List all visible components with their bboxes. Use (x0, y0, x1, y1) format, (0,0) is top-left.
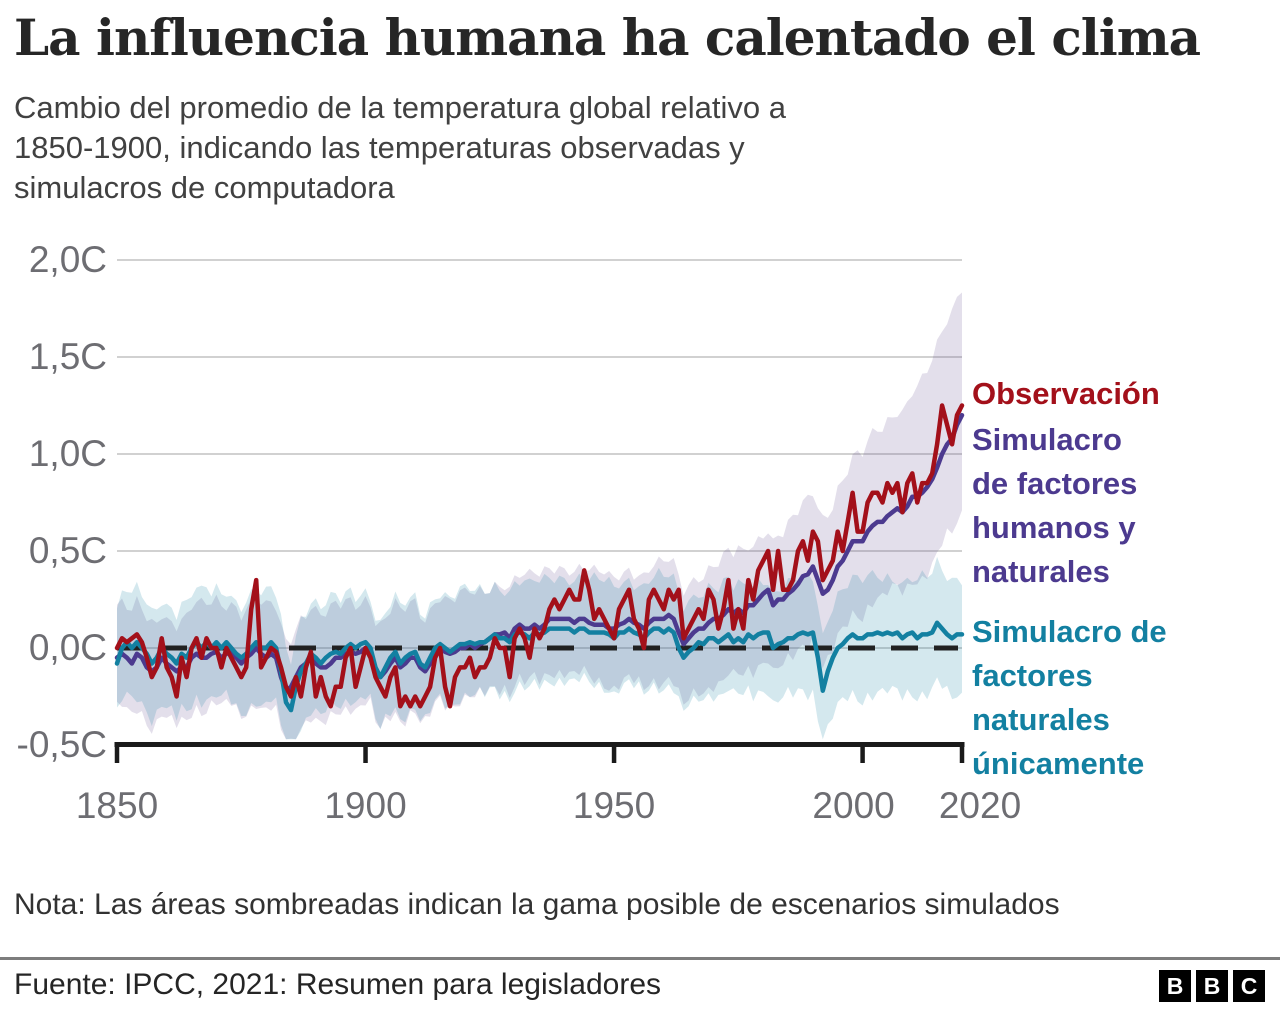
bbc-logo-block: B (1159, 970, 1191, 1002)
legend-label-line: de factores (972, 466, 1138, 501)
bbc-logo-block: B (1196, 970, 1228, 1002)
legend-label-line: Observación (972, 376, 1160, 411)
legend-label-line: únicamente (972, 746, 1145, 781)
legend-label-line: Simulacro (972, 422, 1122, 457)
chart-subtitle-line: 1850-1900, indicando las temperaturas ob… (14, 130, 745, 165)
uncertainty-band (117, 556, 962, 740)
chart-subtitle: Cambio del promedio de la temperatura gl… (14, 88, 786, 208)
y-axis-label: 2,0C (28, 239, 107, 280)
x-axis-label: 1900 (324, 785, 407, 826)
legend-observation: Observación (972, 372, 1160, 416)
y-axis-label: -0,5C (16, 724, 107, 765)
source-text: Fuente: IPCC, 2021: Resumen para legisla… (14, 968, 662, 1001)
legend-label-line: naturales (972, 702, 1110, 737)
footer-divider (0, 957, 1280, 960)
legend-natural-only: Simulacro de factores naturales únicamente (972, 610, 1167, 786)
legend-label-line: Simulacro de (972, 614, 1167, 649)
x-axis-label: 1850 (75, 785, 159, 826)
legend-label-line: humanos y (972, 510, 1136, 545)
chart-subtitle-line: simulacros de computadora (14, 170, 395, 205)
x-axis-label: 2020 (938, 785, 1022, 826)
page-title: La influencia humana ha calentado el cli… (14, 8, 1201, 67)
y-axis-label: 1,5C (28, 336, 107, 377)
y-axis-label: 1,0C (28, 433, 107, 474)
series-line-observed (114, 403, 965, 709)
series-line-human-natural (114, 412, 965, 693)
y-axis-label: 0,5C (28, 530, 107, 571)
y-axis-label: 0,0C (28, 627, 107, 668)
uncertainty-band (117, 292, 962, 740)
legend-label-line: factores (972, 658, 1093, 693)
x-axis-label: 1950 (572, 785, 656, 826)
chart-subtitle-line: Cambio del promedio de la temperatura gl… (14, 90, 786, 125)
bbc-logo-block: C (1233, 970, 1265, 1002)
legend-label-line: naturales (972, 554, 1110, 589)
x-axis-label: 2000 (812, 785, 895, 826)
legend-human-natural: Simulacro de factores humanos y naturales (972, 418, 1137, 594)
chart-note: Nota: Las áreas sombreadas indican la ga… (14, 888, 1060, 921)
